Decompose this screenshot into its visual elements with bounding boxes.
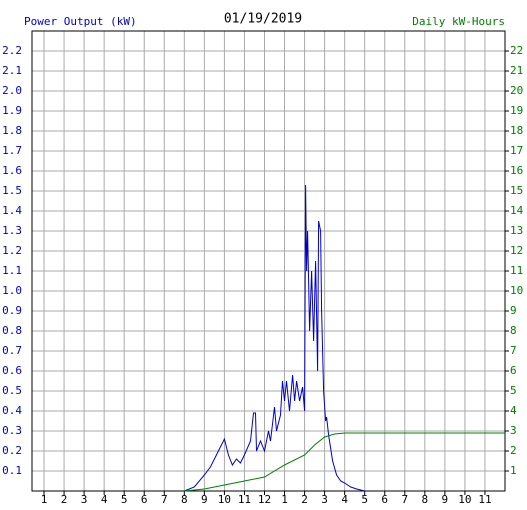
- y-tick-label: 1.8: [2, 124, 22, 137]
- x-tick-label: 11: [238, 493, 251, 506]
- x-tick-label: 2: [61, 493, 68, 506]
- y2-tick-label: 12: [510, 244, 523, 257]
- x-tick-label: 6: [141, 493, 148, 506]
- y2-tick-label: 10: [510, 284, 523, 297]
- y-axis-label: Power Output (kW): [24, 15, 137, 28]
- y-tick-label: 1.4: [2, 204, 22, 217]
- x-tick-label: 5: [121, 493, 128, 506]
- y-tick-label: 2.0: [2, 84, 22, 97]
- y2-tick-label: 20: [510, 84, 523, 97]
- y2-tick-label: 7: [510, 344, 517, 357]
- y2-tick-label: 13: [510, 224, 523, 237]
- y2-tick-label: 15: [510, 184, 523, 197]
- y2-tick-label: 4: [510, 404, 517, 417]
- x-tick-label: 8: [181, 493, 188, 506]
- x-tick-label: 10: [218, 493, 231, 506]
- x-tick-label: 3: [81, 493, 88, 506]
- y-tick-label: 0.3: [2, 424, 22, 437]
- y2-tick-label: 3: [510, 424, 517, 437]
- y2-tick-label: 6: [510, 364, 517, 377]
- x-tick-label: 2: [301, 493, 308, 506]
- chart-title: 01/19/2019: [224, 12, 302, 27]
- y2-tick-label: 5: [510, 384, 517, 397]
- x-tick-label: 1: [41, 493, 48, 506]
- y-tick-label: 0.8: [2, 324, 22, 337]
- y-tick-label: 1.3: [2, 224, 22, 237]
- y2-tick-label: 9: [510, 304, 517, 317]
- y-tick-label: 0.2: [2, 444, 22, 457]
- y-tick-label: 1.6: [2, 164, 22, 177]
- x-tick-label: 9: [442, 493, 449, 506]
- y-tick-label: 0.9: [2, 304, 22, 317]
- y-tick-label: 1.1: [2, 264, 22, 277]
- x-tick-label: 7: [161, 493, 168, 506]
- y2-tick-label: 22: [510, 44, 523, 57]
- x-tick-label: 12: [258, 493, 271, 506]
- x-tick-label: 6: [381, 493, 388, 506]
- y-tick-label: 0.1: [2, 464, 22, 477]
- y2-tick-label: 19: [510, 104, 523, 117]
- y-tick-label: 1.2: [2, 244, 22, 257]
- x-tick-label: 10: [458, 493, 471, 506]
- x-tick-label: 4: [101, 493, 108, 506]
- data-line: [184, 184, 365, 492]
- y2-tick-label: 17: [510, 144, 523, 157]
- plot-border: [31, 30, 506, 492]
- x-tick-label: 8: [422, 493, 429, 506]
- x-tick-label: 11: [478, 493, 491, 506]
- y2-tick-label: 2: [510, 444, 517, 457]
- x-tick-label: 5: [361, 493, 368, 506]
- y-tick-label: 1.7: [2, 144, 22, 157]
- y2-tick-label: 11: [510, 264, 523, 277]
- y2-tick-label: 1: [510, 464, 517, 477]
- y2-tick-label: 18: [510, 124, 523, 137]
- x-tick-label: 3: [321, 493, 328, 506]
- y-tick-label: 0.6: [2, 364, 22, 377]
- data-line: [184, 432, 505, 492]
- y-tick-label: 2.2: [2, 44, 22, 57]
- x-tick-label: 1: [281, 493, 288, 506]
- y-tick-label: 0.5: [2, 384, 22, 397]
- y-tick-label: 2.1: [2, 64, 22, 77]
- y-tick-label: 1.9: [2, 104, 22, 117]
- y2-tick-label: 21: [510, 64, 523, 77]
- y2-tick-label: 16: [510, 164, 523, 177]
- x-tick-label: 9: [201, 493, 208, 506]
- y2-axis-label: Daily kW-Hours: [412, 15, 505, 28]
- x-tick-label: 4: [341, 493, 348, 506]
- x-tick-label: 7: [401, 493, 408, 506]
- y-tick-label: 0.4: [2, 404, 22, 417]
- y-tick-label: 1.0: [2, 284, 22, 297]
- y2-tick-label: 14: [510, 204, 524, 217]
- y2-tick-label: 8: [510, 324, 517, 337]
- y-tick-label: 1.5: [2, 184, 22, 197]
- y-tick-label: 0.7: [2, 344, 22, 357]
